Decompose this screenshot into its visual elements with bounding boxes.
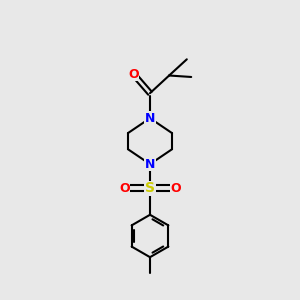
Text: O: O [128, 68, 139, 80]
Text: N: N [145, 158, 155, 171]
Text: N: N [145, 112, 155, 125]
Text: S: S [145, 181, 155, 195]
Text: O: O [170, 182, 181, 195]
Text: O: O [119, 182, 130, 195]
